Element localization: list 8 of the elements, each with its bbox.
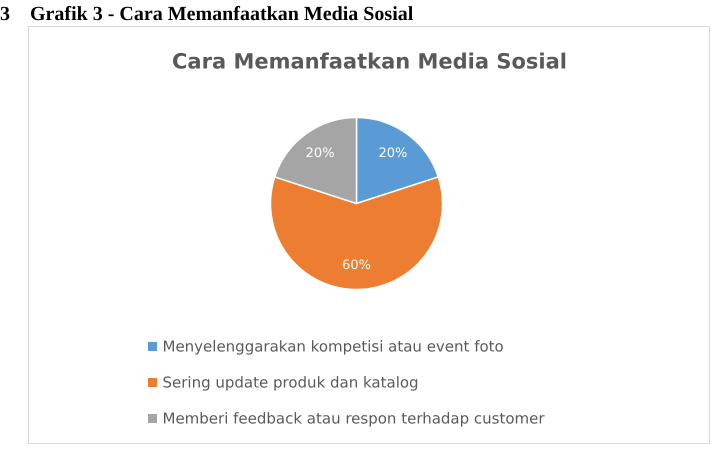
data-label: 60% [342, 258, 371, 273]
legend-label: Sering update produk dan katalog [162, 374, 419, 392]
text: 3 Grafik 3 - Cara Memanfaatkan Media Sosial [0, 2, 414, 27]
chart-title: Cara Memanfaatkan Media Sosial [172, 50, 567, 74]
legend-label: Menyelenggarakan kompetisi atau event foto [162, 338, 504, 356]
data-label: 20% [306, 146, 335, 161]
legend-label: Memberi feedback atau respon terhadap customer [162, 410, 546, 428]
data-label: 20% [378, 146, 408, 161]
